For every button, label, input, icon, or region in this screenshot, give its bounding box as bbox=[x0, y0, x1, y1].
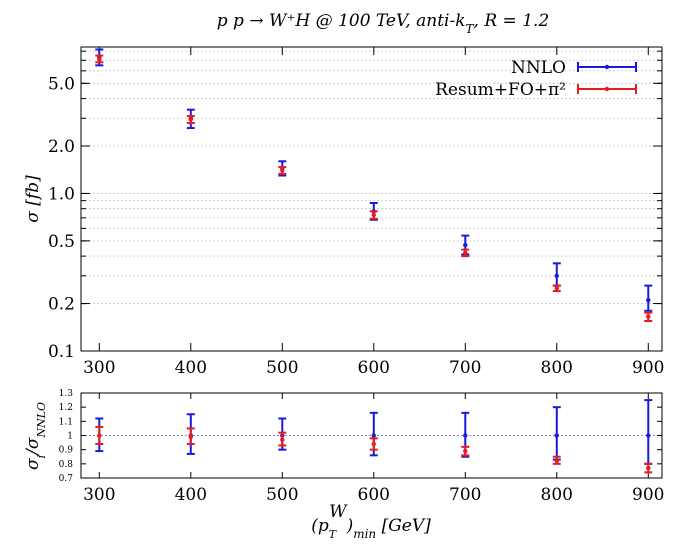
x-tick-label: 400 bbox=[175, 358, 207, 378]
y-tick-label: 1.2 bbox=[59, 403, 73, 413]
data-point bbox=[463, 433, 468, 438]
series-nnlo bbox=[95, 48, 653, 312]
x-tick-label: 900 bbox=[632, 485, 664, 505]
data-point bbox=[97, 57, 102, 62]
x-tick-label: 500 bbox=[266, 485, 298, 505]
data-point bbox=[554, 273, 559, 279]
x-tick-label: 800 bbox=[541, 358, 573, 378]
y-tick-label: 0.5 bbox=[48, 232, 75, 252]
data-point bbox=[463, 242, 468, 248]
top-plot-frame bbox=[80, 46, 663, 352]
data-point bbox=[554, 433, 559, 438]
bottom-y-axis-label: σi/σNNLO bbox=[23, 402, 48, 470]
data-point bbox=[371, 212, 376, 218]
x-tick-label: 600 bbox=[358, 358, 390, 378]
legend-label: Resum+FO+π² bbox=[435, 80, 566, 100]
x-tick-label: 500 bbox=[266, 358, 298, 378]
x-tick-label: 700 bbox=[449, 358, 481, 378]
data-point bbox=[280, 168, 285, 173]
top-x-ticks: 300 400 500 600 700 800 900 bbox=[83, 47, 665, 378]
y-tick-label: 1.3 bbox=[59, 389, 74, 399]
x-tick-label: 900 bbox=[632, 358, 664, 378]
data-point bbox=[646, 465, 651, 471]
y-tick-label: 0.9 bbox=[59, 446, 74, 456]
y-tick-label: 1 bbox=[67, 432, 73, 442]
legend-label: NNLO bbox=[511, 58, 566, 78]
y-tick-label: 2.0 bbox=[48, 137, 75, 157]
top-y-ticks: 0.1 0.2 0.5 1.0 2.0 5.0 bbox=[48, 50, 662, 362]
bottom-series bbox=[95, 399, 653, 474]
y-tick-label: 1.1 bbox=[59, 417, 73, 427]
x-tick-label: 300 bbox=[83, 358, 115, 378]
data-point bbox=[188, 117, 193, 122]
data-point bbox=[646, 298, 651, 303]
legend-marker bbox=[604, 64, 610, 70]
x-tick-label: 800 bbox=[541, 485, 573, 505]
data-point bbox=[280, 437, 285, 442]
chart-title: p p → W⁺H @ 100 TeV, anti-kT, R = 1.2 bbox=[217, 11, 549, 36]
bottom-panel: 0.7 0.8 0.9 1 1.1 1.2 1.3 300 400 500 600 700 800 90… bbox=[23, 389, 665, 505]
top-panel: 0.1 0.2 0.5 1.0 2.0 5.0 300 400 500 600 700 800 900… bbox=[23, 46, 665, 378]
y-tick-label: 0.7 bbox=[59, 474, 74, 484]
data-point bbox=[463, 448, 468, 454]
bottom-x-ticks: 300 400 500 600 700 800 900 bbox=[83, 393, 665, 505]
top-grid bbox=[81, 50, 662, 352]
data-point bbox=[371, 441, 376, 447]
data-point bbox=[371, 433, 376, 438]
series-nnlo bbox=[95, 399, 653, 465]
data-point bbox=[554, 286, 559, 291]
data-point bbox=[188, 434, 193, 440]
x-tick-label: 600 bbox=[358, 485, 390, 505]
y-tick-label: 5.0 bbox=[48, 74, 75, 94]
data-point bbox=[554, 458, 559, 464]
y-tick-label: 0.8 bbox=[59, 460, 74, 470]
data-point bbox=[97, 433, 102, 438]
y-tick-label: 0.1 bbox=[48, 342, 75, 362]
y-tick-label: 1.0 bbox=[48, 184, 75, 204]
data-point bbox=[646, 314, 651, 319]
x-tick-label: 400 bbox=[175, 485, 207, 505]
x-tick-label: 300 bbox=[83, 485, 115, 505]
top-series bbox=[95, 48, 653, 323]
legend-marker bbox=[604, 86, 610, 92]
data-point bbox=[646, 433, 651, 438]
series-resum bbox=[95, 426, 653, 474]
y-tick-label: 0.2 bbox=[48, 295, 75, 315]
x-axis-label: (pTW)min [GeV] bbox=[311, 502, 431, 541]
x-tick-label: 700 bbox=[449, 485, 481, 505]
data-point bbox=[463, 250, 468, 256]
top-y-axis-label: σ [fb] bbox=[23, 175, 43, 223]
series-resum bbox=[95, 54, 653, 323]
bottom-y-ticks: 0.7 0.8 0.9 1 1.1 1.2 1.3 bbox=[59, 389, 662, 484]
